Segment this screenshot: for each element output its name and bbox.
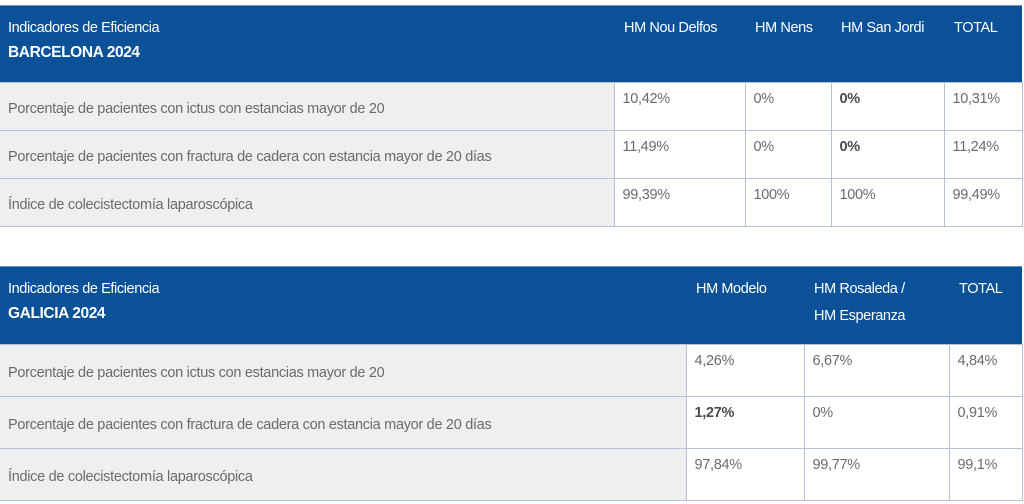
cell-value: 0% (803, 396, 949, 449)
cell-value: 0% (830, 130, 944, 179)
table-title: Indicadores de Eficiencia (8, 20, 160, 36)
row-label: Índice de colecistectomía laparoscópica (0, 448, 686, 501)
cell-value-total: 0,91% (948, 396, 1023, 449)
table-region-year: BARCELONA 2024 (8, 44, 140, 61)
table-title: Indicadores de Eficiencia (8, 281, 160, 297)
cell-value: 100% (830, 178, 944, 227)
cell-value: 100% (744, 178, 831, 227)
table-title-cell: Indicadores de Eficiencia BARCELONA 2024 (0, 5, 614, 83)
cell-value: 0% (744, 82, 831, 131)
cell-value: 97,84% (685, 448, 804, 501)
row-label: Porcentaje de pacientes con ictus con es… (0, 82, 614, 131)
cell-value: 6,67% (803, 344, 949, 397)
column-header-total: TOTAL (949, 266, 1022, 345)
table-row: Porcentaje de pacientes con fractura de … (0, 130, 1023, 179)
row-label: Porcentaje de pacientes con ictus con es… (0, 344, 686, 397)
table-row: Porcentaje de pacientes con fractura de … (0, 396, 1023, 449)
cell-value: 0% (744, 130, 831, 179)
cell-value-total: 99,1% (948, 448, 1023, 501)
cell-value: 1,27% (685, 396, 804, 449)
cell-value: 99,77% (803, 448, 949, 501)
table-row: Índice de colecistectomía laparoscópica … (0, 178, 1023, 227)
cell-value: 11,49% (613, 130, 745, 179)
table-row: Porcentaje de pacientes con ictus con es… (0, 344, 1023, 397)
cell-value: 99,39% (613, 178, 745, 227)
row-label: Índice de colecistectomía laparoscópica (0, 178, 614, 227)
table-header-row: Indicadores de Eficiencia BARCELONA 2024… (0, 5, 1022, 83)
column-header-total: TOTAL (944, 5, 1022, 83)
cell-value: 0% (830, 82, 944, 131)
table-region-year: GALICIA 2024 (8, 305, 106, 322)
cell-value-total: 10,31% (943, 82, 1023, 131)
cell-value-total: 11,24% (943, 130, 1023, 179)
table-row: Índice de colecistectomía laparoscópica … (0, 448, 1023, 501)
column-header-hm-nens: HM Nens (745, 5, 831, 83)
column-header-hm-rosaleda-esperanza: HM Rosaleda / HM Esperanza (804, 266, 949, 345)
column-header-hm-san-jordi: HM San Jordi (831, 5, 944, 83)
row-label: Porcentaje de pacientes con fractura de … (0, 396, 686, 449)
cell-value-total: 99,49% (943, 178, 1023, 227)
row-label: Porcentaje de pacientes con fractura de … (0, 130, 614, 179)
cell-value: 4,26% (685, 344, 804, 397)
table-row: Porcentaje de pacientes con ictus con es… (0, 82, 1023, 131)
column-header-hm-nou-delfos: HM Nou Delfos (614, 5, 745, 83)
galicia-efficiency-table: Indicadores de Eficiencia GALICIA 2024 H… (0, 266, 1023, 501)
cell-value-total: 4,84% (948, 344, 1023, 397)
column-header-hm-modelo: HM Modelo (686, 266, 804, 345)
table-header-row: Indicadores de Eficiencia GALICIA 2024 H… (0, 266, 1022, 345)
barcelona-efficiency-table: Indicadores de Eficiencia BARCELONA 2024… (0, 5, 1023, 227)
table-title-cell: Indicadores de Eficiencia GALICIA 2024 (0, 266, 686, 345)
cell-value: 10,42% (613, 82, 745, 131)
